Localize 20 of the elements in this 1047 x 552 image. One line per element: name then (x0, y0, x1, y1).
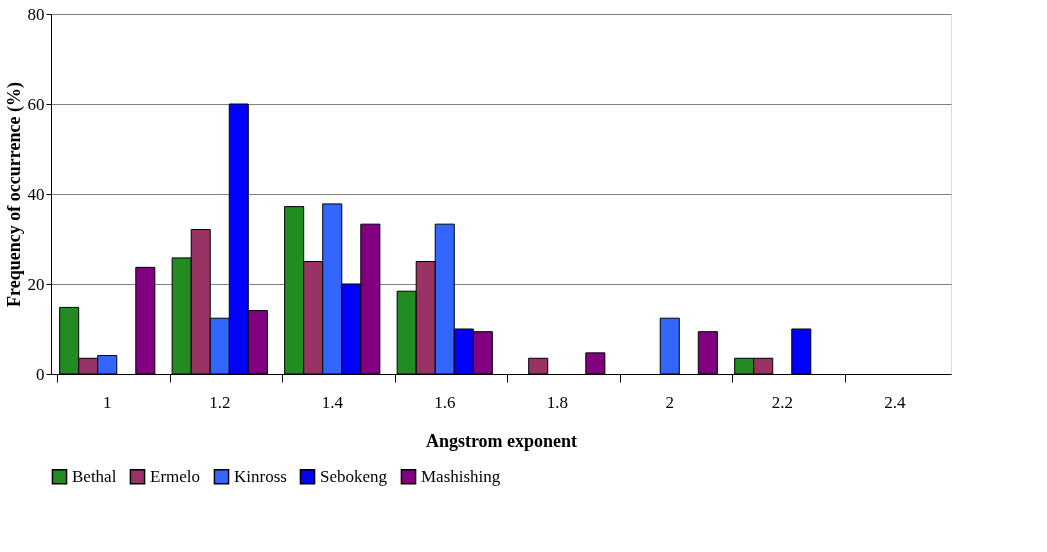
y-tick-label: 20 (27, 274, 45, 294)
x-tick-label: 1.2 (209, 392, 231, 412)
legend-label: Kinross (234, 466, 287, 486)
x-tick-label: 1.4 (321, 392, 344, 412)
legend-label: Mashishing (421, 466, 501, 486)
y-tick-label: 40 (27, 184, 45, 204)
x-axis-title: Angstrom exponent (425, 430, 578, 451)
x-tick-label: 1.8 (546, 392, 568, 412)
x-tick-label: 1 (103, 392, 112, 412)
y-tick-label: 0 (36, 364, 45, 384)
y-tick-label: 80 (27, 4, 45, 24)
x-tick-label: 1.6 (434, 392, 456, 412)
legend-label: Bethal (72, 466, 117, 486)
legend-label: Sebokeng (320, 466, 388, 486)
y-axis-title: Frequency of occurrence (%) (3, 82, 25, 307)
y-tick-label: 60 (27, 94, 45, 114)
x-tick-label: 2.4 (884, 392, 906, 412)
legend-label: Ermelo (150, 466, 201, 486)
x-tick-label: 2.2 (771, 392, 793, 412)
x-tick-label: 2 (665, 392, 674, 412)
